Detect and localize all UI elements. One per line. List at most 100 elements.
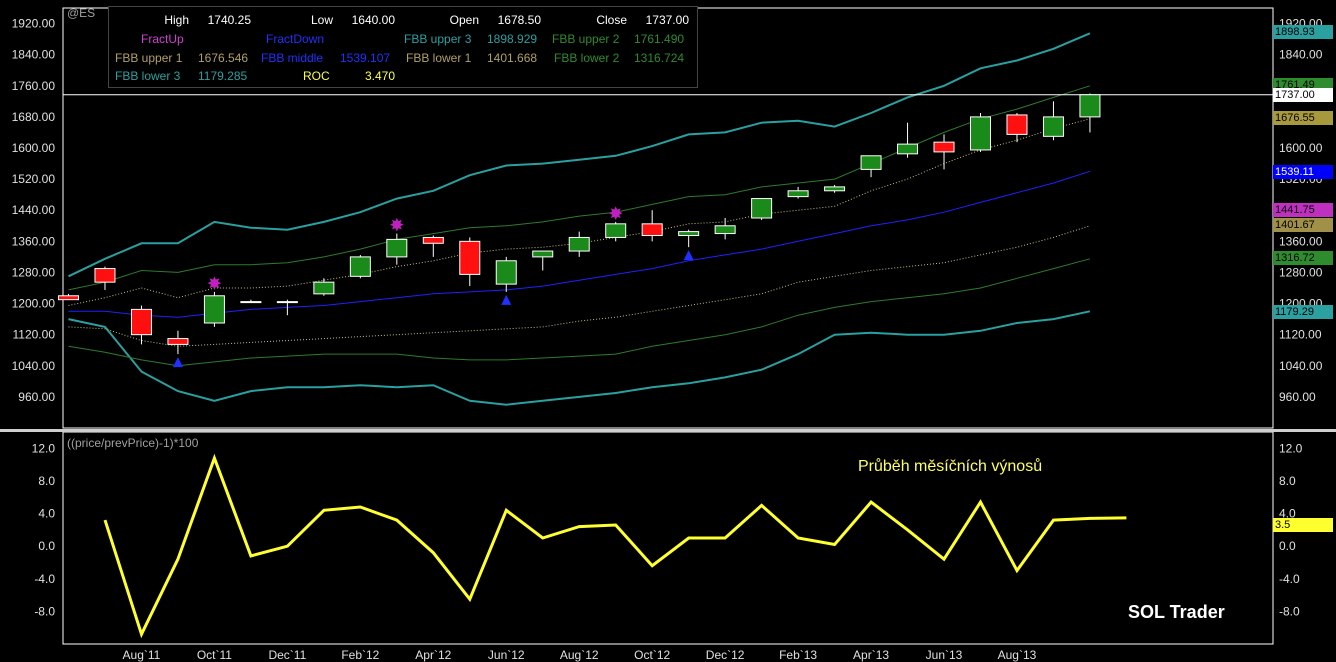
price-level-tag: 1179.29 (1273, 304, 1333, 319)
price-ytick-left: 1680.00 (12, 110, 56, 124)
price-level-tag: 1898.93 (1273, 24, 1333, 39)
candle-bull (1042, 116, 1064, 137)
candle-bull (824, 186, 846, 192)
roc-ytick-right: -4.0 (1279, 572, 1300, 586)
candle-bear (1006, 114, 1028, 135)
roc-line (103, 453, 1127, 639)
roc-ytick-right: 12.0 (1279, 441, 1303, 455)
candle-bear (167, 338, 189, 345)
candle-bull (203, 295, 225, 324)
price-level-tag: 1539.11 (1273, 164, 1333, 179)
roc-value: 3.470 (364, 69, 395, 83)
price-level-tag: 1676.55 (1273, 111, 1333, 126)
fractdown-label: FractDown (266, 32, 325, 46)
candle-bull (568, 236, 590, 252)
candle-bear (933, 141, 955, 153)
candle-bull (714, 225, 736, 235)
price-ytick-left: 1520.00 (12, 172, 56, 186)
candle-bull (532, 250, 554, 258)
roc-ytick-left: 8.0 (38, 474, 55, 488)
open-value: 1678.50 (497, 13, 541, 27)
price-ytick-right: 960.00 (1279, 390, 1316, 404)
price-ytick-right: 1120.00 (1279, 328, 1322, 342)
price-ytick-right: 1360.00 (1279, 234, 1323, 248)
fbb-middle-line (68, 170, 1091, 318)
fbb-lower3-label: FBB lower 3 (115, 69, 181, 83)
data-window: High 1740.25 Low 1640.00 Open 1678.50 Cl… (108, 6, 698, 88)
price-ytick-right: 1040.00 (1279, 359, 1323, 373)
candle-bull (787, 190, 809, 198)
candle-bear (94, 268, 116, 283)
price-ytick-left: 1840.00 (12, 48, 56, 62)
roc-ytick-right: 0.0 (1279, 539, 1296, 553)
price-ytick-left: 1760.00 (12, 79, 56, 93)
price-level-tag: 1737.00 (1273, 87, 1333, 102)
x-tick-label: Jun`13 (926, 648, 963, 662)
fbb-upper2-label: FBB upper 2 (552, 32, 620, 46)
price-level-tag: 1441.75 (1273, 202, 1333, 217)
fractal-up-marker: ✸ (608, 206, 623, 223)
candle-bull (751, 198, 773, 219)
candle-bear (130, 308, 152, 336)
fbb-upper2-line (68, 85, 1091, 291)
fbb-lower3-value: 1179.285 (198, 69, 248, 83)
fbb-upper1-label: FBB upper 1 (115, 51, 183, 65)
roc-ytick-right: 8.0 (1279, 474, 1296, 488)
x-tick-label: Feb`13 (779, 648, 817, 662)
fractal-up-marker: ✸ (389, 218, 404, 235)
price-ytick-left: 1200.00 (12, 297, 56, 311)
x-tick-label: Apr`13 (853, 648, 889, 662)
roc-ytick-left: 4.0 (38, 507, 55, 521)
x-tick-label: Dec`12 (706, 648, 745, 662)
fbb-lower2-line (68, 258, 1091, 367)
candle-bull (495, 260, 517, 285)
fbb-upper1-line (68, 118, 1091, 306)
price-ytick-left: 1040.00 (12, 359, 56, 373)
price-ytick-left: 1120.00 (13, 328, 56, 342)
price-ytick-right: 1840.00 (1279, 48, 1323, 62)
roc-value-tag: 3.5 (1273, 518, 1333, 532)
price-ytick-left: 1920.00 (12, 17, 56, 31)
close-label: Close (596, 13, 627, 27)
fbb-upper3-line (68, 32, 1091, 278)
x-tick-label: Apr`12 (415, 648, 451, 662)
x-tick-label: Oct`11 (197, 648, 232, 662)
roc-ytick-left: 12.0 (32, 441, 56, 455)
candle-bull (313, 281, 335, 295)
price-level-tag: 1401.67 (1273, 218, 1333, 233)
fractal-up-marker: ✸ (207, 276, 222, 293)
fbb-lower2-value: 1316.724 (634, 51, 685, 65)
fbb-lower3-line (68, 310, 1091, 406)
low-label: Low (310, 13, 333, 27)
fbb-lower1-label: FBB lower 1 (406, 51, 472, 65)
roc-ytick-left: -4.0 (34, 572, 55, 586)
fbb-middle-label: FBB middle (261, 51, 324, 65)
candle-bear (422, 236, 444, 244)
fbb-middle-value: 1539.107 (340, 51, 391, 65)
roc-ytick-right: -8.0 (1279, 604, 1300, 618)
brand-label: SOL Trader (1128, 602, 1225, 622)
x-tick-label: Feb`12 (341, 648, 379, 662)
fractal-down-marker (172, 357, 183, 368)
roc-ytick-right: 4.0 (1279, 507, 1296, 521)
price-ytick-left: 1600.00 (12, 141, 56, 155)
candle-bull (605, 223, 627, 238)
candle-bull (860, 155, 882, 170)
high-value: 1740.25 (207, 13, 251, 27)
candle-bull (349, 256, 371, 277)
fractup-label: FractUp (141, 32, 184, 46)
candle-bull (240, 301, 262, 304)
price-ytick-right: 1280.00 (1279, 265, 1323, 279)
candle-bull (678, 231, 700, 237)
fbb-upper3-label: FBB upper 3 (404, 32, 472, 46)
fbb-upper3-value: 1898.929 (487, 32, 538, 46)
fractal-down-marker (683, 250, 694, 261)
high-label: High (164, 13, 189, 27)
x-tick-label: Oct`12 (634, 648, 670, 662)
candle-bull (970, 116, 991, 151)
price-ytick-right: 1600.00 (1279, 141, 1323, 155)
x-tick-label: Aug`11 (123, 648, 161, 662)
price-ytick-left: 1280.00 (12, 265, 56, 279)
price-ytick-left: 1440.00 (12, 203, 56, 217)
